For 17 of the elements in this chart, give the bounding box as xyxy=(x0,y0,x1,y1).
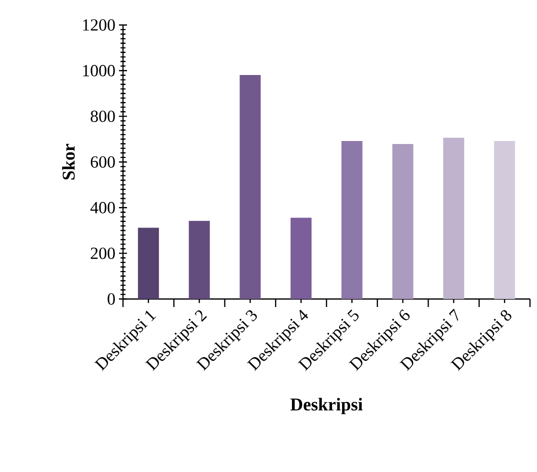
y-tick-label: 0 xyxy=(108,293,115,305)
y-axis-title: Skor xyxy=(62,144,75,180)
y-tick-label: 200 xyxy=(90,248,115,260)
bar xyxy=(240,74,261,299)
bar xyxy=(188,220,210,299)
y-tick-label: 400 xyxy=(90,202,115,214)
x-axis-title: Deskripsi xyxy=(290,398,363,414)
y-tick-label: 1200 xyxy=(83,19,115,31)
bar xyxy=(443,138,464,299)
y-tick-label: 600 xyxy=(90,156,115,168)
bar xyxy=(341,140,362,299)
bar xyxy=(494,140,516,299)
bar xyxy=(392,144,414,299)
bar xyxy=(138,228,159,299)
y-tick-label: 1000 xyxy=(83,64,115,76)
y-tick-label: 800 xyxy=(90,110,115,122)
bar xyxy=(290,218,312,299)
